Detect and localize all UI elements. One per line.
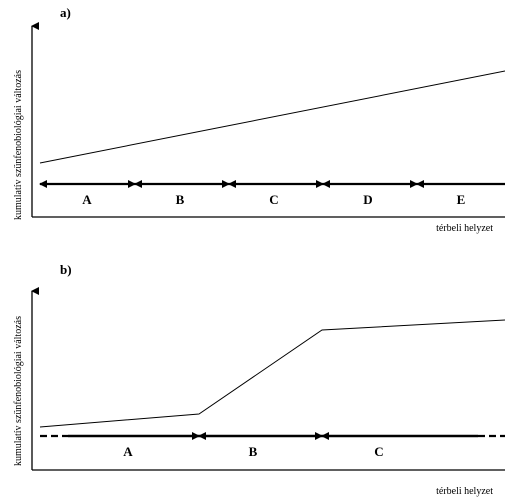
panel-b-y-label: kumulatív szünfenobiológiai változás <box>13 316 24 466</box>
panel-b-segment-label-c: C <box>374 444 383 459</box>
panel-b-letter: b) <box>60 262 72 277</box>
panel-a-segment-label-d: D <box>363 192 372 207</box>
panel-a-segment-label-e: E <box>457 192 466 207</box>
panel-b-profile-line <box>39 319 505 428</box>
panel-b-x-label: térbeli helyzet <box>436 486 493 497</box>
panel-a-segment-label-b: B <box>176 192 185 207</box>
panel-a-y-label: kumulatív szünfenobiológiai változás <box>13 70 24 220</box>
panel-a-letter: a) <box>60 5 71 20</box>
panel-b-segment-label-b: B <box>249 444 258 459</box>
panel-b-segment-label-a: A <box>123 444 133 459</box>
panel-a: a) kumulatív szünfenobiológiai változás … <box>13 5 505 234</box>
panel-a-segment-label-c: C <box>269 192 278 207</box>
panel-a-x-label: térbeli helyzet <box>436 223 493 234</box>
panel-a-profile-line <box>39 70 505 164</box>
panel-a-segment-label-a: A <box>82 192 92 207</box>
panel-b: b) kumulatív szünfenobiológiai változás … <box>13 262 505 497</box>
